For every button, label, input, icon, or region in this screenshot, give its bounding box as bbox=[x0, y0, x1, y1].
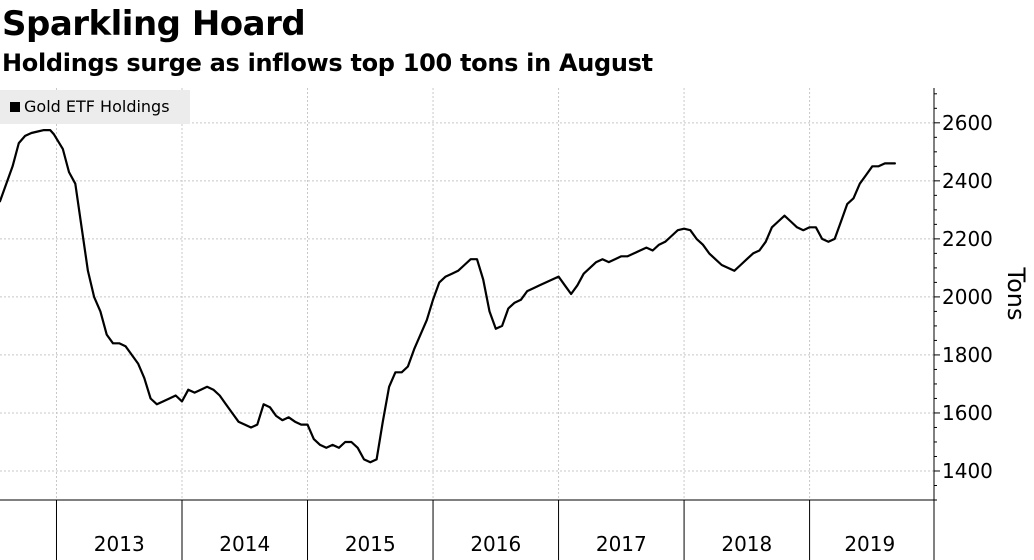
series-layer bbox=[0, 129, 897, 464]
y-tick-label: 2000 bbox=[942, 285, 993, 309]
legend-label: Gold ETF Holdings bbox=[24, 97, 170, 116]
legend-box bbox=[0, 90, 190, 124]
y-tick-label: 1400 bbox=[942, 459, 993, 483]
series-line-gold-etf-holdings bbox=[0, 129, 897, 464]
x-tick-label: 2015 bbox=[345, 532, 396, 556]
x-tick-label: 2017 bbox=[596, 532, 647, 556]
gridlines bbox=[0, 88, 934, 500]
legend-swatch bbox=[10, 102, 20, 112]
y-tick-label: 2200 bbox=[942, 227, 993, 251]
y-tick-label: 2600 bbox=[942, 111, 993, 135]
x-tick-label: 2016 bbox=[470, 532, 521, 556]
y-axis-title: Tons bbox=[1002, 267, 1030, 321]
x-tick-label: 2018 bbox=[721, 532, 772, 556]
x-tick-label: 2019 bbox=[844, 532, 895, 556]
y-tick-label: 1800 bbox=[942, 343, 993, 367]
legend: Gold ETF Holdings bbox=[0, 90, 190, 124]
y-tick-label: 2400 bbox=[942, 169, 993, 193]
y-tick-label: 1600 bbox=[942, 401, 993, 425]
axes: 1400 1600 1800 2000 2200 2400 2600 2013 2014 2015… bbox=[0, 88, 1030, 560]
chart-title: Sparkling Hoard bbox=[2, 4, 306, 44]
x-tick-label: 2013 bbox=[94, 532, 145, 556]
chart-subtitle: Holdings surge as inflows top 100 tons i… bbox=[2, 49, 653, 77]
x-tick-label: 2014 bbox=[219, 532, 270, 556]
